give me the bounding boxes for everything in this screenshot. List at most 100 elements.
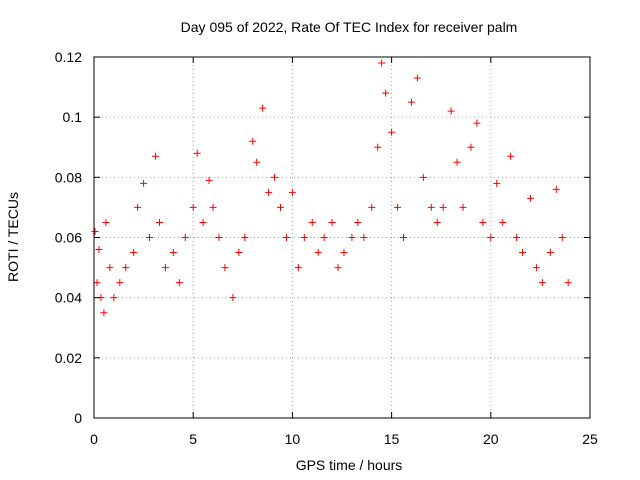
- data-point: [100, 309, 108, 317]
- data-point: [155, 218, 163, 226]
- data-point: [538, 279, 546, 287]
- y-tick-label: 0.04: [55, 290, 82, 306]
- data-point: [265, 188, 273, 196]
- data-point: [209, 203, 217, 211]
- data-point: [546, 249, 554, 257]
- y-axis-ticks: 0 0.02 0.04 0.06 0.08 0.1 0.12: [55, 49, 590, 426]
- data-point: [253, 158, 261, 166]
- y-tick-label: 0: [74, 410, 82, 426]
- data-point: [249, 137, 257, 145]
- data-point: [161, 264, 169, 272]
- x-axis-label: GPS time / hours: [296, 457, 403, 473]
- data-point: [526, 194, 534, 202]
- y-tick-label: 0.08: [55, 169, 82, 185]
- data-point: [413, 74, 421, 82]
- data-point: [507, 152, 515, 160]
- y-tick-label: 0.1: [63, 109, 83, 125]
- data-point: [134, 203, 142, 211]
- data-point: [193, 149, 201, 157]
- data-point: [189, 203, 197, 211]
- data-point: [334, 264, 342, 272]
- data-points: [91, 59, 572, 317]
- data-point: [276, 203, 284, 211]
- y-tick-label: 0.02: [55, 350, 82, 366]
- x-tick-label: 10: [285, 431, 301, 447]
- x-tick-label: 5: [189, 431, 197, 447]
- data-point: [259, 104, 267, 112]
- data-point: [447, 107, 455, 115]
- data-point: [91, 227, 99, 235]
- data-point: [152, 152, 160, 160]
- x-tick-label: 20: [483, 431, 499, 447]
- data-point: [348, 234, 356, 241]
- data-point: [479, 218, 487, 226]
- data-point: [433, 218, 441, 226]
- data-point: [493, 179, 501, 187]
- data-point: [354, 218, 362, 226]
- data-point: [328, 218, 336, 226]
- data-point: [199, 218, 207, 226]
- data-point: [374, 143, 382, 151]
- data-point: [519, 249, 527, 257]
- x-tick-label: 0: [90, 431, 98, 447]
- data-point: [130, 249, 138, 257]
- data-point: [320, 234, 328, 241]
- data-point: [340, 249, 348, 257]
- data-point: [564, 279, 572, 287]
- data-point: [532, 264, 540, 272]
- x-tick-label: 15: [384, 431, 400, 447]
- data-point: [271, 173, 279, 181]
- data-point: [106, 264, 114, 272]
- data-point: [241, 234, 249, 241]
- data-point: [215, 234, 223, 241]
- data-point: [93, 279, 101, 287]
- data-point: [282, 234, 290, 241]
- data-point: [558, 234, 566, 241]
- data-point: [499, 218, 507, 226]
- data-point: [169, 249, 177, 257]
- data-point: [314, 249, 322, 257]
- data-point: [288, 188, 296, 196]
- data-point: [300, 234, 308, 241]
- chart-title: Day 095 of 2022, Rate Of TEC Index for r…: [181, 19, 518, 35]
- data-point: [116, 279, 124, 287]
- data-point: [459, 203, 467, 211]
- data-point: [360, 234, 368, 241]
- data-point: [467, 143, 475, 151]
- data-point: [552, 185, 560, 193]
- data-point: [427, 203, 435, 211]
- data-point: [146, 234, 154, 241]
- data-point: [221, 264, 229, 272]
- data-point: [229, 294, 237, 302]
- data-point: [382, 89, 390, 97]
- data-point: [294, 264, 302, 272]
- data-point: [407, 98, 415, 106]
- data-point: [513, 234, 521, 241]
- data-point: [378, 59, 386, 67]
- data-point: [439, 203, 447, 211]
- data-point: [181, 234, 189, 241]
- data-point: [394, 203, 402, 211]
- data-point: [175, 279, 183, 287]
- data-point: [102, 218, 110, 226]
- data-point: [487, 234, 495, 241]
- x-axis-ticks: 0 5 10 15 20 25: [90, 57, 598, 447]
- x-tick-label: 25: [582, 431, 598, 447]
- y-tick-label: 0.12: [55, 49, 82, 65]
- y-tick-label: 0.06: [55, 230, 82, 246]
- data-point: [140, 179, 148, 187]
- data-point: [419, 173, 427, 181]
- data-point: [453, 158, 461, 166]
- data-point: [368, 203, 376, 211]
- data-point: [400, 234, 408, 241]
- grid-lines: [94, 57, 590, 418]
- data-point: [308, 218, 316, 226]
- data-point: [122, 264, 130, 272]
- data-point: [473, 119, 481, 127]
- data-point: [110, 294, 118, 302]
- data-point: [235, 249, 243, 257]
- data-point: [205, 176, 213, 184]
- y-axis-label: ROTI / TECUs: [5, 192, 21, 282]
- data-point: [95, 246, 103, 254]
